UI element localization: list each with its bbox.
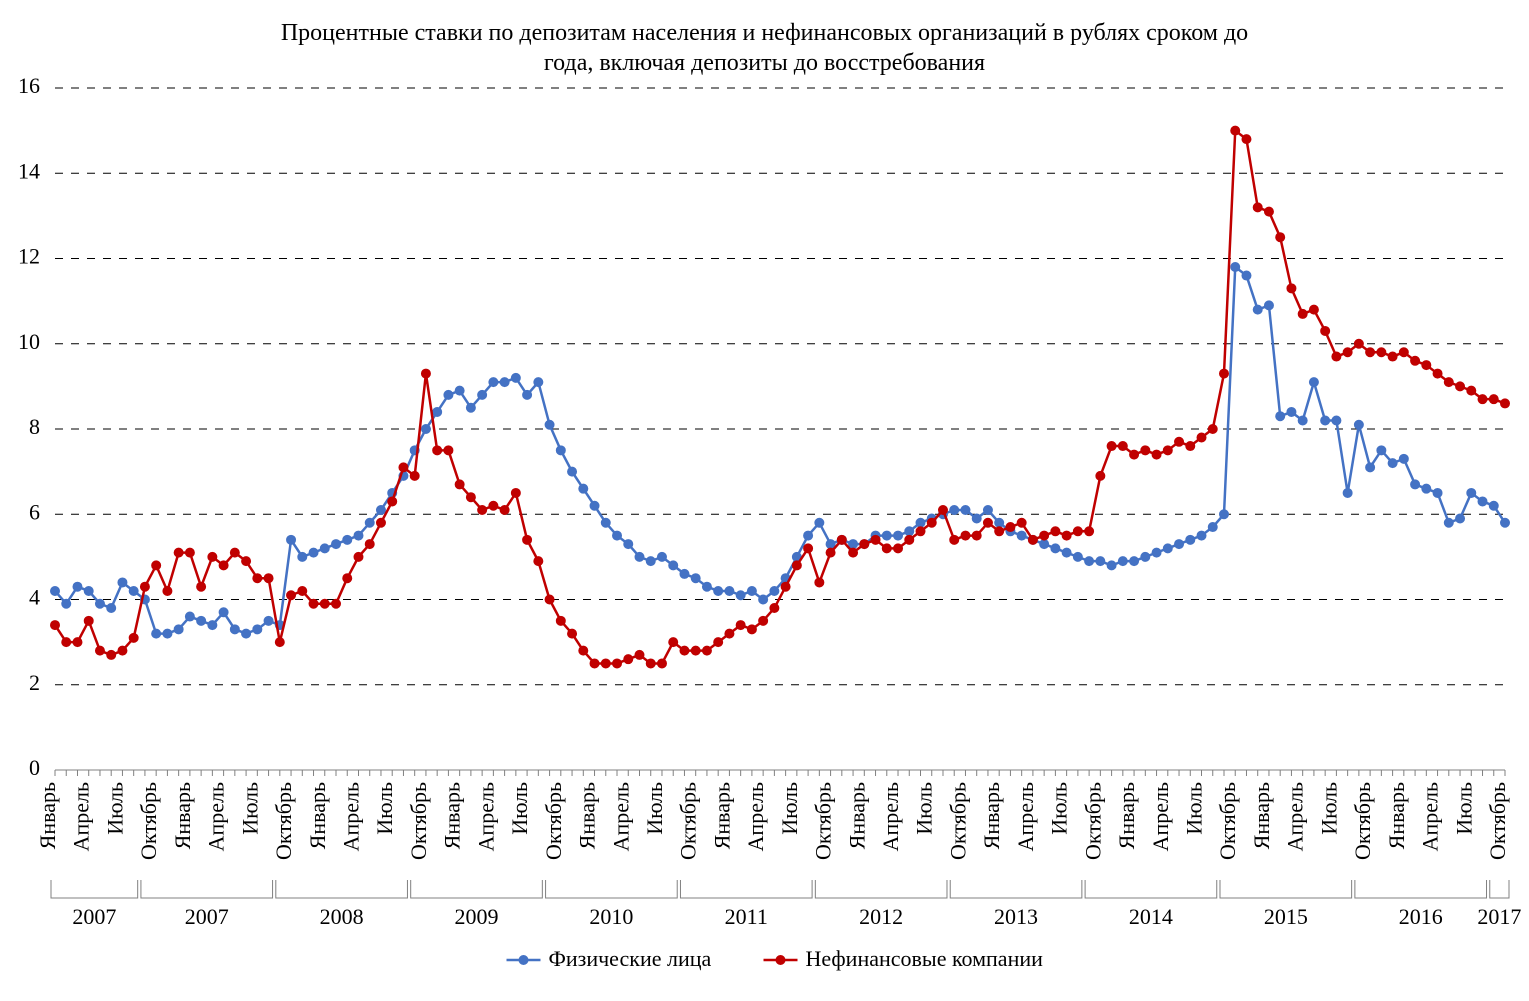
svg-text:Октябрь: Октябрь (1350, 782, 1375, 860)
svg-text:2012: 2012 (859, 904, 903, 929)
svg-text:Апрель: Апрель (204, 782, 229, 851)
svg-text:Июль: Июль (237, 782, 262, 835)
svg-text:Июль: Июль (102, 782, 127, 835)
svg-text:Июль: Июль (372, 782, 397, 835)
svg-text:10: 10 (18, 329, 40, 354)
svg-text:Физические лица: Физические лица (549, 946, 712, 971)
svg-text:Июль: Июль (642, 782, 667, 835)
svg-text:2013: 2013 (994, 904, 1038, 929)
svg-text:16: 16 (18, 73, 40, 98)
svg-text:Январь: Январь (844, 782, 869, 849)
svg-text:12: 12 (18, 244, 40, 269)
svg-text:Январь: Январь (1384, 782, 1409, 849)
svg-text:Нефинансовые компании: Нефинансовые компании (806, 946, 1044, 971)
svg-text:Октябрь: Октябрь (1080, 782, 1105, 860)
svg-text:14: 14 (18, 158, 40, 183)
svg-text:Апрель: Апрель (608, 782, 633, 851)
svg-text:2015: 2015 (1264, 904, 1308, 929)
svg-text:Октябрь: Октябрь (136, 782, 161, 860)
svg-text:Январь: Январь (709, 782, 734, 849)
svg-text:Январь: Январь (1249, 782, 1274, 849)
svg-text:Июль: Июль (1316, 782, 1341, 835)
svg-text:Апрель: Апрель (878, 782, 903, 851)
svg-text:Июль: Июль (777, 782, 802, 835)
svg-text:Апрель: Апрель (743, 782, 768, 851)
svg-text:2014: 2014 (1129, 904, 1173, 929)
svg-text:Октябрь: Октябрь (676, 782, 701, 860)
svg-text:Октябрь: Октябрь (541, 782, 566, 860)
svg-text:0: 0 (29, 755, 40, 780)
svg-text:Апрель: Апрель (1013, 782, 1038, 851)
svg-text:Октябрь: Октябрь (1215, 782, 1240, 860)
svg-text:2010: 2010 (589, 904, 633, 929)
svg-text:Январь: Январь (440, 782, 465, 849)
svg-text:2007: 2007 (185, 904, 229, 929)
svg-text:Октябрь: Октябрь (271, 782, 296, 860)
svg-text:Январь: Январь (305, 782, 330, 849)
svg-text:Январь: Январь (1114, 782, 1139, 849)
svg-text:4: 4 (29, 585, 40, 610)
svg-text:2011: 2011 (725, 904, 768, 929)
svg-text:2016: 2016 (1399, 904, 1443, 929)
svg-text:Январь: Январь (575, 782, 600, 849)
svg-text:Апрель: Апрель (69, 782, 94, 851)
svg-text:2007: 2007 (72, 904, 116, 929)
svg-text:Январь: Январь (170, 782, 195, 849)
svg-text:Январь: Январь (35, 782, 60, 849)
svg-text:8: 8 (29, 414, 40, 439)
svg-text:Апрель: Апрель (1283, 782, 1308, 851)
svg-text:2: 2 (29, 670, 40, 695)
svg-text:Июль: Июль (1047, 782, 1072, 835)
svg-text:Июль: Июль (1182, 782, 1207, 835)
svg-text:Октябрь: Октябрь (1485, 782, 1510, 860)
svg-text:Апрель: Апрель (1148, 782, 1173, 851)
svg-text:Июль: Июль (507, 782, 532, 835)
svg-text:Апрель: Апрель (473, 782, 498, 851)
svg-text:2009: 2009 (455, 904, 499, 929)
svg-text:2008: 2008 (320, 904, 364, 929)
svg-text:Октябрь: Октябрь (945, 782, 970, 860)
svg-text:6: 6 (29, 499, 40, 524)
svg-text:Июль: Июль (1451, 782, 1476, 835)
svg-text:Октябрь: Октябрь (811, 782, 836, 860)
svg-text:Июль: Июль (912, 782, 937, 835)
svg-text:Апрель: Апрель (1418, 782, 1443, 851)
svg-text:Октябрь: Октябрь (406, 782, 431, 860)
chart-plot: 0 2 4 6 8 10 12 14 16 Январь Апрель Июль Октябрь Янва… (0, 0, 1529, 1001)
svg-text:Январь: Январь (979, 782, 1004, 849)
svg-text:Апрель: Апрель (338, 782, 363, 851)
svg-text:2017: 2017 (1477, 904, 1521, 929)
